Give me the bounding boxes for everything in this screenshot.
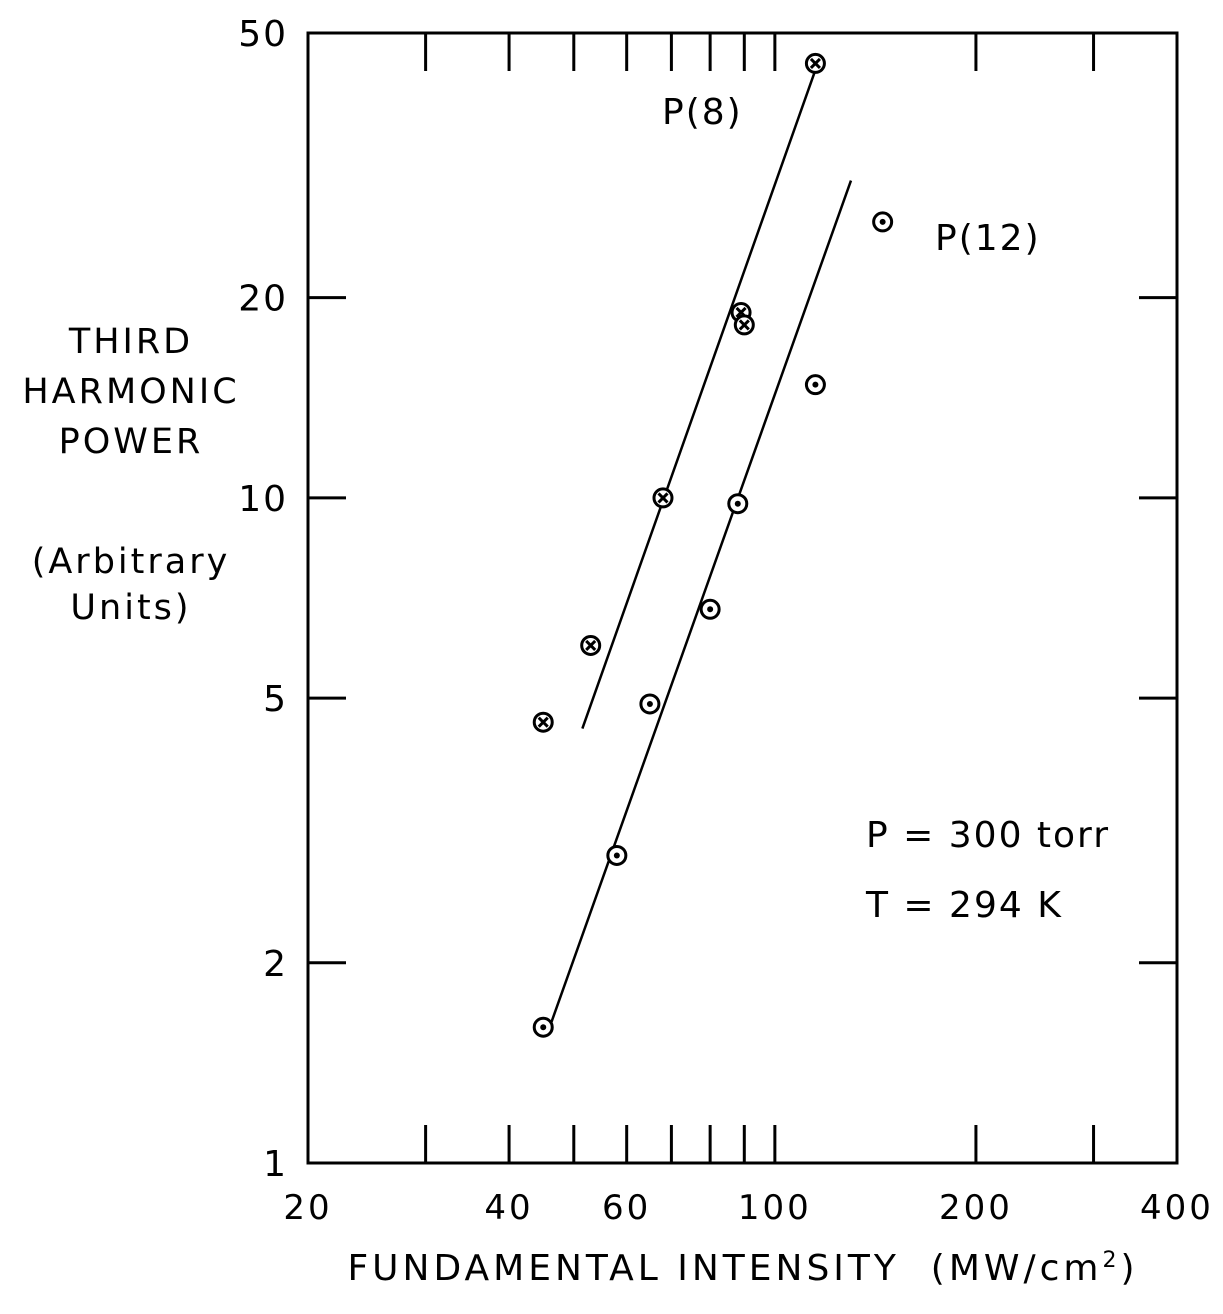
- y-tick-label: 10: [238, 479, 288, 520]
- x-tick-label: 200: [939, 1188, 1013, 1228]
- axis-ticks: [308, 33, 1177, 1163]
- x-axis-unit: (MW/cm2): [931, 1248, 1139, 1289]
- x-tick-label: 60: [602, 1188, 651, 1228]
- y-axis-label-line-3: POWER: [58, 422, 204, 462]
- y-tick-label: 20: [238, 279, 288, 320]
- data-point-series-2: [639, 693, 661, 715]
- data-points: [532, 52, 894, 1038]
- data-point-series-2: [872, 211, 894, 233]
- data-point-series-1: [532, 711, 554, 733]
- point-dot: [613, 852, 620, 859]
- data-point-series-1: [652, 487, 674, 509]
- y-tick-label: 2: [263, 944, 288, 985]
- y-axis-unit-line-2: Units): [70, 588, 192, 628]
- data-point-series-2: [606, 844, 628, 866]
- y-axis-label-line-1: THIRD: [68, 322, 194, 362]
- fit-lines: [548, 69, 853, 1028]
- data-point-series-1: [804, 52, 826, 74]
- data-point-series-1: [733, 314, 755, 336]
- point-cross-b: [537, 716, 549, 728]
- point-cross-b: [657, 492, 669, 504]
- point-dot: [707, 606, 714, 613]
- temperature-annotation: T = 294 K: [866, 885, 1063, 926]
- y-tick-label: 50: [238, 14, 288, 55]
- series-label-p8: P(8): [662, 92, 743, 133]
- point-dot: [646, 700, 653, 707]
- plot-frame: [306, 31, 1179, 1165]
- point-cross-b: [735, 306, 747, 319]
- point-dot: [879, 218, 886, 225]
- x-axis-label-text: FUNDAMENTAL INTENSITY: [347, 1248, 900, 1289]
- y-tick-label: 5: [263, 679, 288, 720]
- y-axis-label-line-2: HARMONIC: [22, 372, 240, 412]
- x-axis-unit-superscript: 2: [1102, 1248, 1121, 1273]
- x-tick-label: 20: [283, 1188, 332, 1228]
- point-cross-b: [585, 639, 597, 652]
- fit-line-series-2: [548, 180, 853, 1028]
- axis-tick-labels: 20 40 60 100 200 400 1 2 5 10 20 50: [238, 14, 1214, 1228]
- point-dot: [812, 381, 819, 388]
- y-tick-label: 1: [263, 1144, 288, 1185]
- x-axis-label: FUNDAMENTAL INTENSITY (MW/cm2): [308, 1248, 1178, 1289]
- point-dot: [540, 1024, 547, 1031]
- fit-line-series-1: [581, 69, 817, 729]
- series-label-p12: P(12): [935, 218, 1041, 259]
- data-point-series-2: [699, 598, 721, 620]
- x-axis-unit-base: (MW/cm: [930, 1248, 1103, 1289]
- data-point-series-1: [580, 634, 602, 656]
- x-axis-unit-close: ): [1120, 1248, 1139, 1289]
- x-tick-label: 400: [1140, 1188, 1214, 1228]
- point-cross-b: [809, 57, 821, 69]
- point-cross-b: [738, 319, 750, 331]
- data-point-series-2: [804, 374, 826, 396]
- data-point-series-2: [727, 493, 749, 515]
- data-point-series-2: [532, 1016, 554, 1038]
- pressure-annotation: P = 300 torr: [866, 815, 1111, 856]
- x-tick-label: 100: [738, 1188, 812, 1228]
- point-dot: [734, 500, 741, 507]
- x-tick-label: 40: [484, 1188, 533, 1228]
- y-axis-unit-line-1: (Arbitrary: [31, 542, 231, 582]
